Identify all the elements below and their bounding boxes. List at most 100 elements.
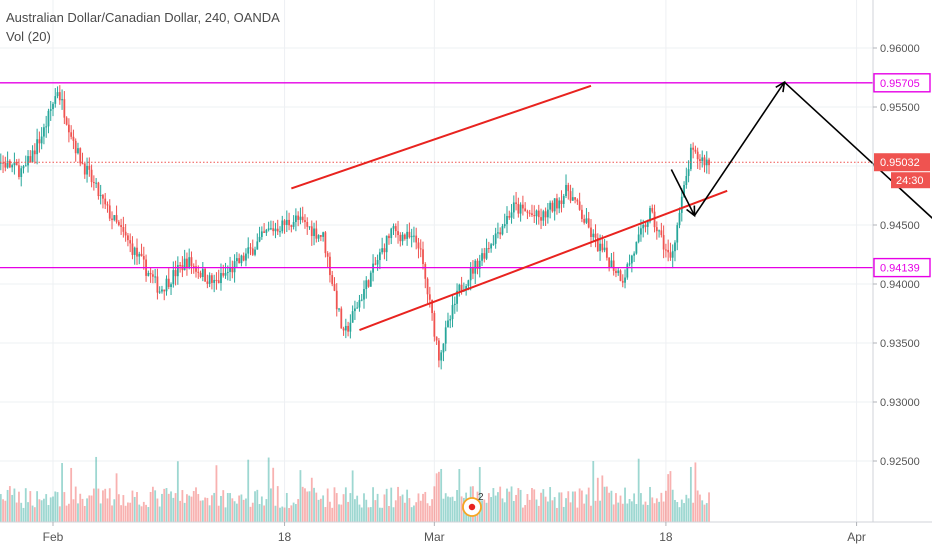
volume-bar (58, 506, 61, 522)
candle-body (56, 92, 59, 97)
candle-body (90, 169, 93, 183)
candle-body (229, 267, 231, 272)
volume-bar (52, 496, 54, 522)
volume-bar (351, 470, 354, 522)
candle-body (599, 243, 601, 252)
volume-bar (294, 504, 297, 522)
candle-body (38, 139, 41, 144)
candle-body (333, 284, 336, 291)
candle-body (556, 198, 558, 209)
candle-body (313, 228, 315, 237)
candle-body (102, 195, 104, 199)
volume-bar (315, 492, 318, 522)
volume-bar (612, 504, 615, 522)
volume-bar (322, 495, 325, 522)
volume-bar (224, 507, 227, 522)
candle-body (581, 209, 583, 219)
candle-body (497, 232, 499, 234)
candle-body (299, 216, 302, 220)
candle-body (544, 211, 547, 218)
candle-body (147, 272, 150, 276)
candle-body (610, 260, 613, 268)
volume-bar (617, 502, 620, 522)
volume-bar (127, 502, 129, 522)
volume-bar (626, 503, 629, 522)
candle-body (113, 215, 116, 220)
candle-body (58, 92, 61, 101)
volume-bar (378, 507, 381, 522)
candle-body (676, 225, 679, 243)
candle-body (233, 261, 236, 273)
volume-bar (331, 507, 334, 522)
candle-body (392, 226, 395, 229)
volume-bar (18, 491, 20, 522)
candle-body (369, 272, 372, 287)
volume-bar (696, 490, 699, 522)
volume-bar (517, 488, 520, 522)
volume-bar (117, 494, 120, 522)
candle-body (635, 241, 638, 254)
volume-bar (229, 493, 231, 522)
volume-bar (694, 462, 697, 522)
volume-bar (11, 494, 14, 522)
candle-body (140, 253, 143, 257)
volume-bar (594, 500, 597, 522)
candle-body (304, 220, 306, 222)
volume-bar (133, 496, 136, 522)
volume-bar (104, 488, 107, 522)
candle-body (651, 208, 654, 212)
candle-body (74, 140, 77, 154)
candle-body (176, 265, 179, 277)
candle-body (43, 127, 45, 137)
volume-bar (497, 492, 499, 522)
candle-body (365, 280, 368, 290)
volume-bar (630, 501, 633, 522)
volume-bar (665, 490, 667, 522)
candle-body (117, 221, 120, 226)
candle-body (553, 198, 556, 212)
volume-bar (428, 505, 431, 522)
candle-body (270, 228, 272, 230)
candle-body (592, 233, 595, 238)
candle-body (549, 202, 552, 210)
candle-body (483, 253, 486, 259)
candle-body (36, 139, 39, 155)
candle-body (374, 263, 377, 265)
candle-body (6, 160, 9, 168)
volume-bar (172, 497, 175, 522)
volume-bar (574, 491, 576, 522)
candle-body (54, 96, 57, 104)
candle-body (619, 270, 622, 281)
volume-bar (8, 486, 11, 522)
volume-bar (233, 501, 236, 522)
volume-bar (424, 491, 427, 522)
candle-body (220, 273, 222, 284)
candle-body (708, 159, 710, 166)
volume-bar (151, 486, 154, 522)
volume-bar (692, 502, 695, 522)
volume-bar (383, 494, 386, 522)
volume-bar (676, 501, 679, 522)
candle-body (394, 226, 397, 232)
volume-bar (499, 486, 502, 522)
candle-body (86, 165, 88, 175)
volume-bar (408, 498, 411, 522)
candle-body (692, 147, 695, 150)
volume-bar (669, 471, 672, 522)
candle-body (81, 163, 84, 165)
volume-bar (435, 473, 438, 522)
candle-body (18, 165, 20, 177)
volume-bar (199, 500, 202, 522)
volume-bar (120, 505, 122, 522)
volume-bar (583, 503, 586, 522)
candle-body (131, 243, 134, 255)
volume-bar (92, 488, 95, 522)
candle-body (542, 211, 545, 221)
volume-bar (397, 486, 399, 522)
volume-bar (260, 496, 263, 522)
candle-body (662, 235, 665, 250)
candle-body (646, 221, 649, 227)
candle-body (213, 279, 216, 283)
